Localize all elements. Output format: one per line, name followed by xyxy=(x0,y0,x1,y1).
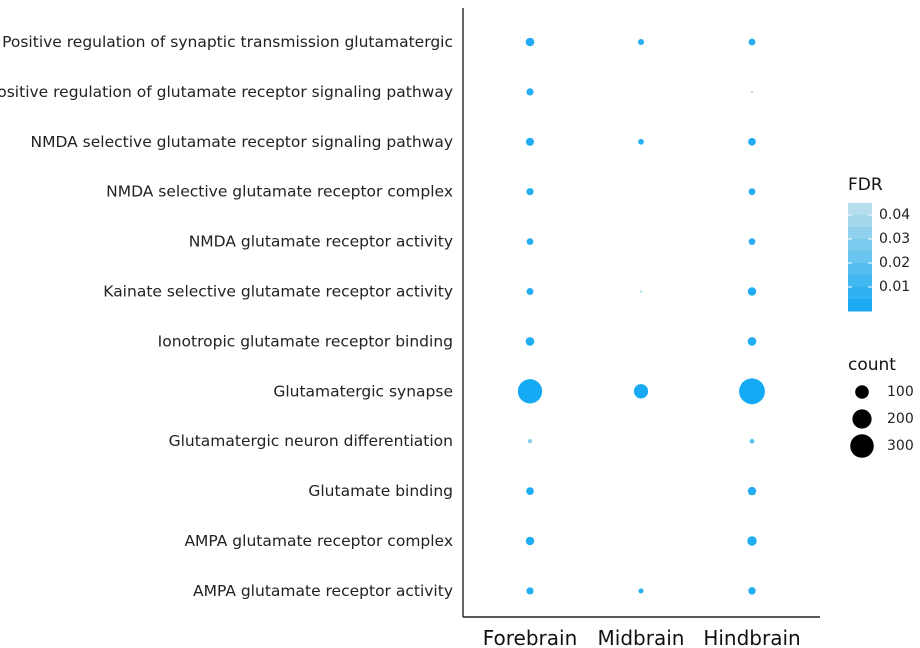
y-tick-label: Glutamatergic neuron differentiation xyxy=(169,432,453,450)
count-legend-label: 300 xyxy=(887,438,914,454)
count-legend-keys: 100 200 300 xyxy=(850,384,914,458)
dot-forebrain-3 xyxy=(526,188,534,196)
fdr-colorbar-segment xyxy=(848,251,872,264)
fdr-colorbar-segment xyxy=(848,287,872,300)
fdr-tick-label: 0.02 xyxy=(879,255,910,271)
count-legend-title: count xyxy=(848,355,896,375)
fdr-colorbar-segment xyxy=(848,263,872,276)
y-tick-label: NMDA selective glutamate receptor signal… xyxy=(31,133,454,151)
dot-forebrain-7 xyxy=(517,379,543,404)
fdr-colorbar-segment xyxy=(848,215,872,228)
dot-midbrain-11 xyxy=(638,588,644,594)
fdr-colorbar-segment xyxy=(848,239,872,252)
x-tick-label: Forebrain xyxy=(483,626,578,648)
plot-area: Positive regulation of synaptic transmis… xyxy=(0,8,820,648)
y-tick-label: Kainate selective glutamate receptor act… xyxy=(103,283,453,301)
count-legend-label: 100 xyxy=(887,384,914,400)
x-tick-label: Midbrain xyxy=(598,626,685,648)
dot-hindbrain-8 xyxy=(749,438,755,444)
y-tick-label: NMDA selective glutamate receptor comple… xyxy=(106,183,453,201)
dot-hindbrain-1 xyxy=(750,90,754,94)
y-tick-label: Glutamate binding xyxy=(308,482,453,500)
dot-hindbrain-11 xyxy=(748,587,756,595)
dot-forebrain-9 xyxy=(526,487,534,495)
dot-hindbrain-6 xyxy=(747,337,757,346)
y-tick-label: NMDA glutamate receptor activity xyxy=(189,233,453,251)
dot-forebrain-11 xyxy=(526,587,534,595)
fdr-legend-ticks: 0.04 0.03 0.02 0.01 xyxy=(848,207,910,295)
fdr-tick-label: 0.03 xyxy=(879,231,910,247)
x-tick-label: Hindbrain xyxy=(703,626,800,648)
fdr-colorbar-segment xyxy=(848,275,872,288)
dot-hindbrain-10 xyxy=(747,536,757,546)
dot-forebrain-10 xyxy=(525,536,535,546)
fdr-legend: FDR 0.04 0.03 0.02 0.01 xyxy=(848,175,910,312)
count-legend-dot xyxy=(852,409,872,429)
dot-hindbrain-3 xyxy=(748,188,756,196)
dot-forebrain-0 xyxy=(525,37,535,47)
y-tick-label: Ionotropic glutamate receptor binding xyxy=(158,332,453,350)
fdr-colorbar-segment xyxy=(848,203,872,216)
y-tick-label: AMPA glutamate receptor complex xyxy=(184,532,453,550)
dot-hindbrain-4 xyxy=(748,238,756,245)
data-points xyxy=(517,37,765,595)
dot-midbrain-7 xyxy=(633,384,649,399)
y-tick-labels: Positive regulation of synaptic transmis… xyxy=(0,33,453,600)
dot-hindbrain-9 xyxy=(747,486,757,496)
dot-forebrain-1 xyxy=(526,88,534,96)
fdr-colorbar-segment xyxy=(848,299,872,312)
fdr-colorbar xyxy=(848,203,872,312)
y-tick-label: AMPA glutamate receptor activity xyxy=(193,582,453,600)
count-legend-label: 200 xyxy=(887,411,914,427)
fdr-tick-label: 0.01 xyxy=(879,279,910,295)
fdr-tick-label: 0.04 xyxy=(879,207,910,223)
y-tick-label: Positive regulation of glutamate recepto… xyxy=(0,83,453,101)
dot-hindbrain-5 xyxy=(747,287,757,296)
fdr-legend-title: FDR xyxy=(848,175,883,195)
dot-forebrain-2 xyxy=(525,137,535,146)
dot-hindbrain-0 xyxy=(748,38,756,46)
count-legend: count 100 200 300 xyxy=(848,355,914,458)
dot-forebrain-4 xyxy=(526,238,534,245)
dot-hindbrain-2 xyxy=(748,137,756,146)
fdr-colorbar-segment xyxy=(848,227,872,240)
count-legend-dot xyxy=(850,434,874,458)
x-tick-labels: Forebrain Midbrain Hindbrain xyxy=(483,626,801,648)
count-legend-dot xyxy=(855,385,869,399)
y-tick-label: Positive regulation of synaptic transmis… xyxy=(2,33,453,51)
dot-hindbrain-7 xyxy=(739,378,765,405)
y-tick-label: Glutamatergic synapse xyxy=(273,382,453,400)
dot-midbrain-5 xyxy=(639,290,643,293)
dot-forebrain-6 xyxy=(525,337,535,346)
dot-forebrain-8 xyxy=(527,439,533,444)
dot-midbrain-0 xyxy=(637,38,645,46)
dot-forebrain-5 xyxy=(526,288,534,295)
dot-midbrain-2 xyxy=(638,138,644,145)
